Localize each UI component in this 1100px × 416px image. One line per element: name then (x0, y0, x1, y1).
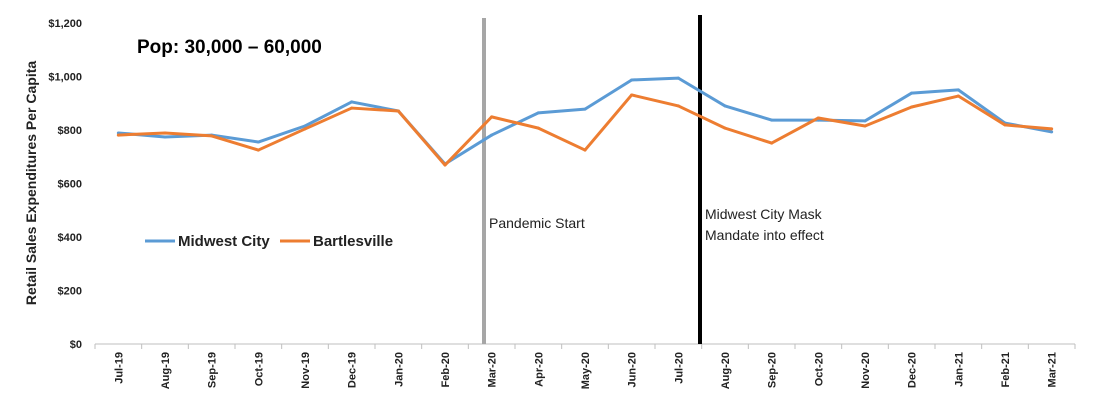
data-point (536, 111, 540, 115)
chart-title: Pop: 30,000 – 60,000 (137, 37, 322, 58)
data-point (583, 148, 587, 152)
x-tick-label: Oct-20 (813, 352, 825, 386)
data-point (723, 104, 727, 108)
data-point (630, 93, 634, 97)
data-point (956, 88, 960, 92)
y-tick-label: $1,200 (48, 18, 82, 30)
x-tick-label: Sep-19 (207, 352, 219, 388)
x-tick-label: Oct-19 (253, 352, 265, 386)
x-tick-label: Jun-20 (627, 352, 639, 387)
data-point (910, 91, 914, 95)
data-point (1003, 123, 1007, 127)
legend-label: Midwest City (178, 233, 270, 250)
data-point (163, 135, 167, 139)
x-tick-label: Aug-20 (720, 352, 732, 389)
x-tick-label: Jan-20 (393, 352, 405, 387)
annotation-label: Mandate into effect (705, 227, 824, 243)
data-point (256, 148, 260, 152)
x-tick-label: Jul-20 (673, 352, 685, 384)
data-point (910, 105, 914, 109)
legend-label: Bartlesville (313, 233, 393, 250)
x-tick-label: May-20 (580, 352, 592, 389)
data-point (303, 127, 307, 131)
x-tick-label: Dec-19 (347, 352, 359, 388)
data-point (256, 140, 260, 144)
y-axis-label: Retail Sales Expenditures Per Capita (23, 61, 39, 306)
x-tick-label: Aug-19 (160, 352, 172, 389)
data-point (676, 76, 680, 80)
data-point (396, 109, 400, 113)
data-point (863, 124, 867, 128)
y-tick-label: $0 (70, 339, 82, 351)
x-tick-label: Feb-20 (440, 352, 452, 387)
annotation-label: Midwest City Mask (705, 206, 823, 222)
data-point (630, 78, 634, 82)
data-point (816, 116, 820, 120)
data-point (676, 104, 680, 108)
data-point (770, 118, 774, 122)
data-point (1050, 130, 1054, 134)
data-point (490, 133, 494, 137)
x-tick-label: Mar-20 (487, 352, 499, 387)
data-point (863, 119, 867, 123)
data-point (1050, 127, 1054, 131)
series-line-bartlesville (118, 93, 1052, 167)
data-point (956, 94, 960, 98)
x-tick-label: Feb-21 (1000, 352, 1012, 387)
data-point (723, 126, 727, 130)
y-tick-label: $400 (58, 232, 82, 244)
y-tick-label: $1,000 (48, 72, 82, 84)
data-point (443, 163, 447, 167)
x-tick-label: Nov-20 (860, 352, 872, 389)
data-point (163, 131, 167, 135)
annotation-label: Pandemic Start (489, 215, 585, 231)
data-point (770, 141, 774, 145)
data-point (116, 133, 120, 137)
data-point (350, 100, 354, 104)
data-point (210, 134, 214, 138)
x-tick-label: Sep-20 (767, 352, 779, 388)
y-tick-label: $800 (58, 125, 82, 137)
data-point (350, 106, 354, 110)
data-point (583, 107, 587, 111)
x-tick-label: Nov-19 (300, 352, 312, 389)
data-point (536, 126, 540, 130)
y-tick-label: $600 (58, 179, 82, 191)
x-tick-label: Jan-21 (953, 352, 965, 387)
x-tick-label: Jul-19 (113, 352, 125, 384)
y-tick-label: $200 (58, 286, 82, 298)
x-tick-label: Mar-21 (1047, 352, 1059, 387)
data-point (303, 124, 307, 128)
x-tick-label: Apr-20 (533, 352, 545, 387)
x-tick-label: Dec-20 (907, 352, 919, 388)
data-point (490, 115, 494, 119)
